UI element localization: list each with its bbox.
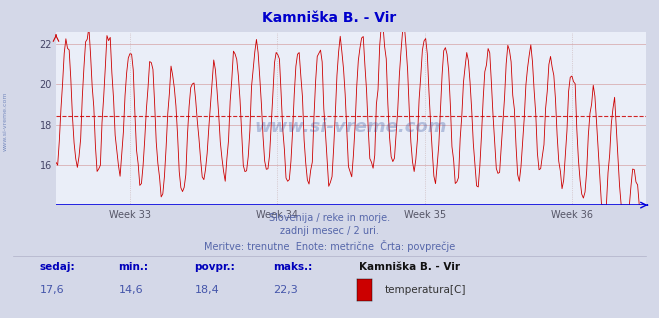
Text: Kamniška B. - Vir: Kamniška B. - Vir [262,11,397,25]
Text: Kamniška B. - Vir: Kamniška B. - Vir [359,262,460,272]
Text: Slovenija / reke in morje.: Slovenija / reke in morje. [269,213,390,223]
Text: 17,6: 17,6 [40,285,64,294]
Text: sedaj:: sedaj: [40,262,75,272]
Text: www.si-vreme.com: www.si-vreme.com [254,118,447,136]
Text: 14,6: 14,6 [119,285,143,294]
Text: povpr.:: povpr.: [194,262,235,272]
Text: Meritve: trenutne  Enote: metrične  Črta: povprečje: Meritve: trenutne Enote: metrične Črta: … [204,240,455,252]
Text: 22,3: 22,3 [273,285,299,294]
Text: zadnji mesec / 2 uri.: zadnji mesec / 2 uri. [280,226,379,236]
Text: 18,4: 18,4 [194,285,219,294]
Text: www.si-vreme.com: www.si-vreme.com [3,91,8,151]
Text: temperatura[C]: temperatura[C] [384,285,466,294]
Text: maks.:: maks.: [273,262,313,272]
Text: min.:: min.: [119,262,149,272]
